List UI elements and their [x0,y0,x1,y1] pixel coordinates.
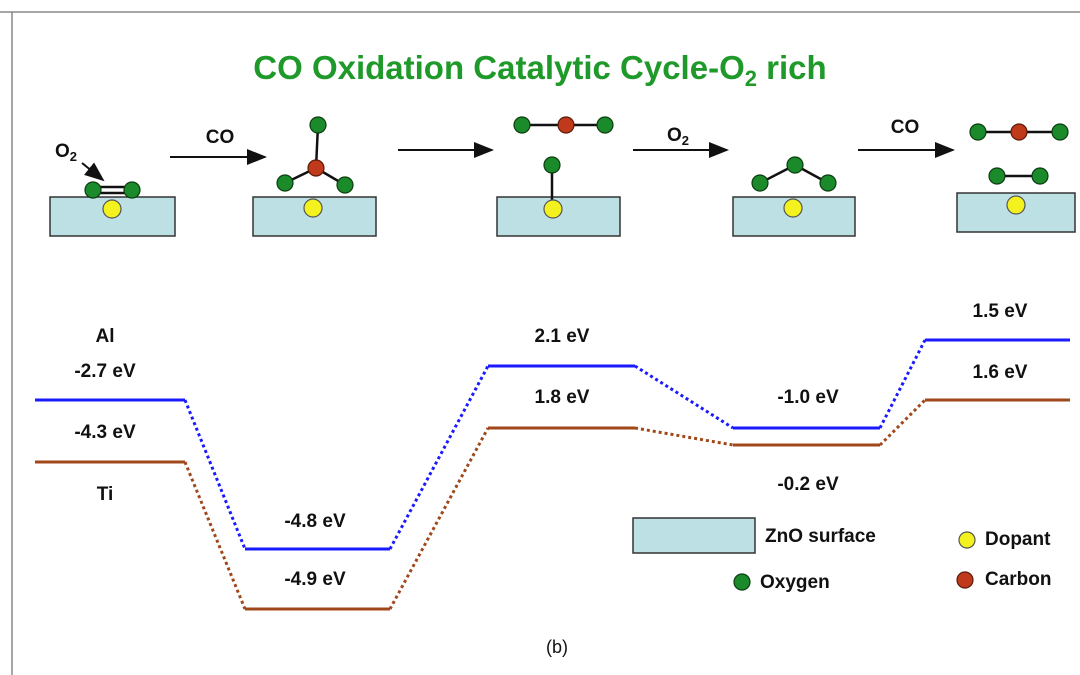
title-suffix: rich [757,49,827,86]
arrow-label-text: CO [206,127,235,148]
legend-label: ZnO surface [765,526,876,547]
arrow-label-text: CO [891,117,920,138]
legend-label: Dopant [985,529,1051,550]
arrow-label-text: O [667,125,682,146]
caption: (b) [546,637,568,657]
legend-swatch [959,532,975,548]
energy-connector [390,428,488,609]
energy-connector [185,462,245,609]
arrow-label: CO [206,127,235,148]
legend-swatch [633,518,755,553]
energy-label: 2.1 eV [535,326,590,347]
step-1 [50,163,175,236]
energy-connector [880,400,925,445]
diagram: CO Oxidation Catalytic Cycle-O2 rich O2 [0,0,1080,675]
energy-label: -4.3 eV [74,422,136,443]
arrow-label: CO [891,117,920,138]
step-3 [497,117,620,236]
energy-connector [635,366,733,428]
molecule-label-subscript: 2 [70,149,77,164]
molecule-label-text: O [55,141,70,162]
energy-connector [880,340,925,428]
legend-label: Carbon [985,569,1052,590]
energy-label: 1.6 eV [973,362,1028,383]
arrow-label-subscript: 2 [682,133,689,148]
title-text: CO Oxidation Catalytic Cycle-O [253,49,744,86]
legend-label: Oxygen [760,572,830,593]
energy-label: -0.2 eV [777,474,839,495]
energy-label: -4.8 eV [284,511,346,532]
molecule-label: O2 [55,141,77,164]
energy-connector [390,366,488,549]
title: CO Oxidation Catalytic Cycle-O2 rich [253,49,826,91]
energy-label: 1.5 eV [973,301,1028,322]
arrow-label: O2 [667,125,689,148]
legend-swatch [957,572,973,588]
series-name: Ti [97,484,114,505]
energy-connector [185,400,245,549]
series-name: Al [96,326,115,347]
title-subscript: 2 [745,66,757,91]
step-5 [957,124,1075,232]
legend-swatch [734,574,750,590]
energy-label: 1.8 eV [535,387,590,408]
energy-label: -1.0 eV [777,387,839,408]
energy-label: -2.7 eV [74,361,136,382]
step-2 [253,117,376,236]
energy-label: -4.9 eV [284,569,346,590]
energy-connector [635,428,733,445]
step-4 [733,157,855,236]
